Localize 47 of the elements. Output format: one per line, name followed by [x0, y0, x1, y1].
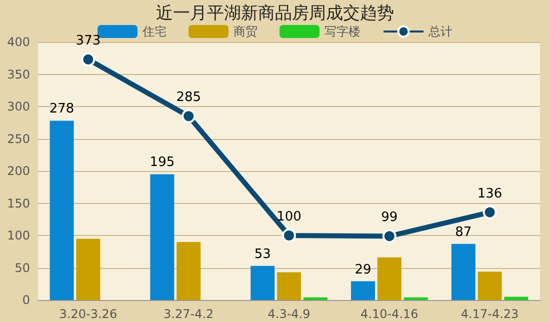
y-tick-label: 200 — [7, 164, 30, 178]
data-label: 373 — [76, 33, 101, 48]
y-tick-label: 350 — [7, 67, 30, 82]
data-label: 29 — [354, 262, 372, 278]
x-tick-label: 4.17-4.23 — [460, 307, 519, 321]
data-label: 100 — [276, 210, 302, 224]
bar — [451, 244, 476, 300]
legend-label: 写字楼 — [324, 24, 360, 38]
x-tick-label: 4.3-4.9 — [268, 307, 310, 321]
y-tick-label: 0 — [22, 293, 30, 307]
bar — [351, 281, 375, 300]
point — [282, 228, 296, 242]
bar — [404, 297, 428, 300]
data-label: 87 — [455, 224, 472, 240]
data-label: 195 — [150, 155, 175, 170]
bar — [277, 272, 301, 300]
bar — [76, 238, 100, 300]
point — [81, 52, 96, 66]
point — [482, 205, 497, 220]
bar — [478, 272, 502, 300]
data-label: 53 — [254, 246, 271, 262]
bar — [50, 120, 74, 300]
y-tick-label: 400 — [7, 35, 30, 49]
y-tick-label: 50 — [14, 260, 30, 275]
legend-label: 商贸 — [234, 24, 258, 38]
x-tick-label: 4.10-4.16 — [360, 307, 418, 321]
y-tick-label: 150 — [7, 196, 30, 210]
bar — [377, 257, 402, 300]
y-tick-label: 250 — [7, 132, 30, 146]
chart-title: 近一月平湖新商品房周成交趋势 — [156, 4, 394, 24]
data-label: 136 — [477, 186, 502, 202]
x-tick-label: 3.20-3.26 — [59, 307, 118, 321]
bar — [250, 266, 275, 300]
x-tick-label: 3.27-4.2 — [164, 307, 214, 321]
bar — [176, 242, 201, 300]
data-label: 99 — [381, 210, 398, 226]
bar — [504, 296, 528, 300]
data-label: 285 — [176, 90, 202, 106]
y-tick-label: 100 — [7, 228, 30, 242]
legend-label: 住宅 — [142, 24, 166, 38]
bar — [150, 174, 174, 300]
legend-label: 总计 — [428, 24, 452, 38]
point — [182, 109, 196, 124]
point — [382, 229, 396, 244]
y-tick-label: 300 — [7, 100, 30, 114]
data-label: 278 — [49, 102, 74, 117]
bar — [303, 297, 328, 300]
